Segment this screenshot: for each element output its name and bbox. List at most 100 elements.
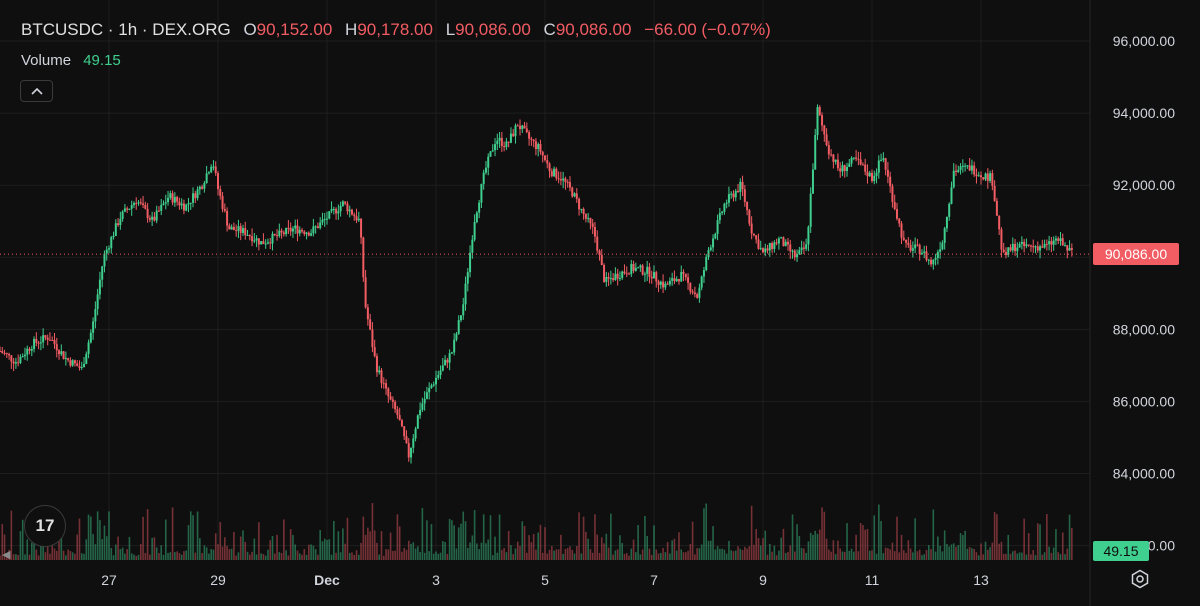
candle-body [702, 270, 705, 277]
volume-bar [42, 539, 44, 560]
settings-icon[interactable] [1129, 568, 1151, 590]
volume-bar [1059, 554, 1062, 560]
tradingview-logo[interactable]: 17 [24, 505, 66, 547]
volume-bar [696, 548, 698, 560]
volume-bar [437, 553, 440, 560]
candle-body [659, 281, 662, 285]
candle-body [889, 176, 892, 187]
candle-body [623, 271, 626, 274]
volume-bar [927, 545, 930, 560]
candle-body [291, 228, 294, 232]
volume-bar [968, 546, 971, 560]
volume-bar [53, 548, 56, 560]
volume-bar [666, 542, 669, 560]
candle-body [337, 211, 340, 214]
volume-bar [1048, 546, 1050, 560]
volume-bar [126, 549, 128, 560]
volume-bar [389, 532, 392, 560]
candle-body [491, 150, 494, 152]
scroll-left-icon[interactable]: ◀ [2, 549, 11, 561]
candle-body [123, 208, 126, 212]
candle-body [414, 428, 417, 439]
candle-body [598, 250, 601, 255]
volume-bar [1000, 541, 1003, 560]
candle-body [993, 185, 996, 201]
candle-body [846, 166, 849, 172]
candle-body [811, 169, 814, 194]
volume-bar [280, 552, 283, 560]
volume-bar [1018, 552, 1021, 560]
volume-bar [850, 548, 853, 560]
candle-body [385, 383, 388, 389]
candle-body [1, 351, 4, 354]
volume-bar [619, 535, 621, 560]
volume-bar [1046, 513, 1048, 560]
candle-body [916, 244, 919, 246]
y-tick-label: 86,000.00 [1113, 393, 1175, 409]
candle-body [471, 239, 474, 253]
volume-bar [841, 551, 844, 560]
candle-body [108, 248, 110, 250]
candle-body [1054, 238, 1057, 241]
volume-bar [505, 552, 508, 560]
collapse-legend-button[interactable] [20, 80, 53, 102]
candle-body [503, 146, 506, 148]
candle-body [762, 248, 764, 253]
volume-bar [630, 548, 633, 560]
volume-bar [33, 543, 35, 560]
candle-body [900, 223, 903, 238]
y-tick-label: 94,000.00 [1113, 105, 1175, 121]
candle-body [157, 210, 160, 212]
candle-body [110, 237, 113, 249]
candle-body [802, 247, 805, 249]
candle-body [739, 181, 742, 192]
volume-bar [357, 554, 360, 560]
volume-bar [571, 549, 574, 560]
candle-body [180, 203, 183, 206]
volume-bar [451, 520, 453, 560]
candle-body [855, 157, 858, 159]
candle-body [126, 208, 129, 210]
volume-bar [714, 549, 717, 560]
volume-bar [144, 552, 147, 560]
low-label: L [445, 20, 456, 39]
candle-body [671, 278, 674, 281]
candle-body [875, 172, 878, 176]
candle-body [264, 243, 267, 245]
volume-bar [823, 511, 826, 560]
candle-body [487, 156, 490, 168]
candle-body [696, 294, 699, 298]
candle-body [219, 189, 222, 196]
volume-bar [69, 550, 72, 560]
candle-body [746, 201, 749, 211]
candle-body [646, 266, 649, 274]
volume-bar [398, 526, 401, 560]
volume-bar [224, 537, 226, 560]
candle-body [934, 257, 937, 260]
candle-body [873, 175, 876, 182]
candle-body [151, 216, 154, 220]
volume-bar [512, 554, 515, 560]
candle-body [673, 278, 676, 282]
candle-body [410, 447, 413, 458]
candle-body [294, 225, 297, 229]
volume-label[interactable]: Volume [21, 52, 72, 69]
volume-bar [294, 544, 297, 560]
candle-body [755, 235, 758, 240]
volume-bar [834, 554, 837, 560]
volume-bar [828, 549, 830, 560]
candle-body [8, 354, 11, 356]
candle-body [478, 202, 481, 213]
candle-body [287, 227, 290, 229]
candle-body [176, 196, 179, 202]
volume-bar [821, 507, 823, 560]
volume-bar [199, 538, 201, 560]
volume-bar [407, 540, 410, 560]
candle-body [1002, 249, 1005, 253]
volume-bar [382, 555, 385, 560]
volume-bar [65, 555, 67, 560]
chart-legend: BTCUSDC · 1h · DEX.ORG O90,152.00 H90,17… [21, 20, 771, 40]
symbol-title[interactable]: BTCUSDC · 1h · DEX.ORG [21, 20, 231, 39]
volume-bar [937, 536, 939, 560]
